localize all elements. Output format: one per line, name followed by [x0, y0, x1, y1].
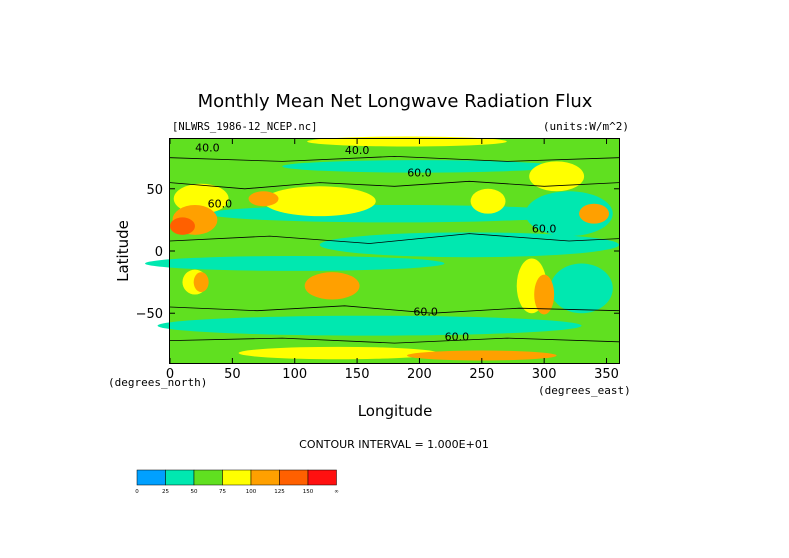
field-region: [263, 186, 376, 217]
colorbar-swatch: [279, 469, 309, 486]
contour-label: 60.0: [445, 331, 470, 344]
x-unit-note: (degrees_north): [108, 376, 207, 389]
x-tick-label: 350: [594, 367, 619, 382]
colorbar-label: 150: [303, 489, 314, 495]
field-region: [145, 255, 445, 271]
colorbar-swatch: [193, 469, 223, 486]
y-tick-label: 50: [146, 183, 163, 198]
colorbar-swatch: [222, 469, 252, 486]
field-region: [304, 272, 360, 300]
colorbar-swatch: [136, 469, 166, 486]
x-tick-label: 50: [224, 367, 241, 382]
colorbar-label: 125: [274, 489, 285, 495]
colorbar: 0 25 50 75 100 125 150 ∞: [135, 469, 339, 495]
x-tick-label: 300: [532, 367, 557, 382]
x-axis-label: Longitude: [358, 402, 433, 420]
colorbar-label: 100: [246, 489, 257, 495]
colorbar-label: 0: [135, 489, 139, 495]
colorbar-swatch: [250, 469, 280, 486]
y-axis-label: Latitude: [114, 220, 132, 282]
contour-label: 40.0: [345, 144, 370, 157]
y-unit-note: (degrees_east): [538, 384, 631, 397]
colorbar-label: ∞: [334, 489, 339, 495]
field-region: [193, 272, 209, 293]
field-region: [157, 315, 582, 336]
contour-label: 40.0: [195, 141, 220, 154]
colorbar-label: 75: [219, 489, 226, 495]
contour-label: 60.0: [413, 306, 438, 319]
file-label: [NLWRS_1986-12_NCEP.nc]: [172, 121, 317, 133]
contour-interval-text: CONTOUR INTERVAL = 1.000E+01: [299, 438, 489, 451]
colorbar-label: 25: [162, 489, 169, 495]
field-region: [282, 160, 557, 173]
field-region: [529, 161, 585, 192]
field-region: [579, 203, 610, 224]
contour-label: 60.0: [407, 166, 432, 179]
field-region: [470, 188, 506, 214]
contour-line: [169, 337, 620, 344]
contour-label: 60.0: [532, 222, 557, 235]
contour-line: [169, 233, 620, 244]
colorbar-label: 50: [191, 489, 198, 495]
contour-line: [169, 155, 620, 162]
contour-label: 60.0: [208, 197, 233, 210]
x-tick-label: 100: [282, 367, 307, 382]
field-region: [525, 191, 613, 237]
x-tick-label: 200: [407, 367, 432, 382]
field-region: [550, 263, 613, 314]
y-axis: 50 0 −50: [136, 183, 619, 322]
chart-title: Monthly Mean Net Longwave Radiation Flux: [198, 91, 593, 112]
x-axis: 0 50 100 150 200 250 300 350: [166, 139, 619, 382]
field-region: [319, 232, 619, 258]
field-region: [406, 350, 557, 361]
colorbar-swatch: [307, 469, 337, 486]
x-tick-label: 250: [469, 367, 494, 382]
contour-line: [169, 180, 620, 190]
field-region: [170, 217, 195, 235]
field-region: [248, 191, 279, 207]
map-area: 40.0 40.0 60.0 60.0 60.0 60.0 60.0: [145, 136, 620, 363]
x-tick-label: 150: [345, 367, 370, 382]
colorbar-swatch: [165, 469, 195, 486]
units-label: (units:W/m^2): [543, 120, 629, 133]
field-region: [238, 346, 439, 360]
contour-line: [169, 305, 620, 314]
y-tick-label: −50: [136, 307, 163, 322]
x-tick-label: 0: [166, 367, 174, 382]
y-tick-label: 0: [155, 245, 163, 260]
field-region: [534, 274, 555, 315]
plot-frame: [169, 138, 620, 364]
